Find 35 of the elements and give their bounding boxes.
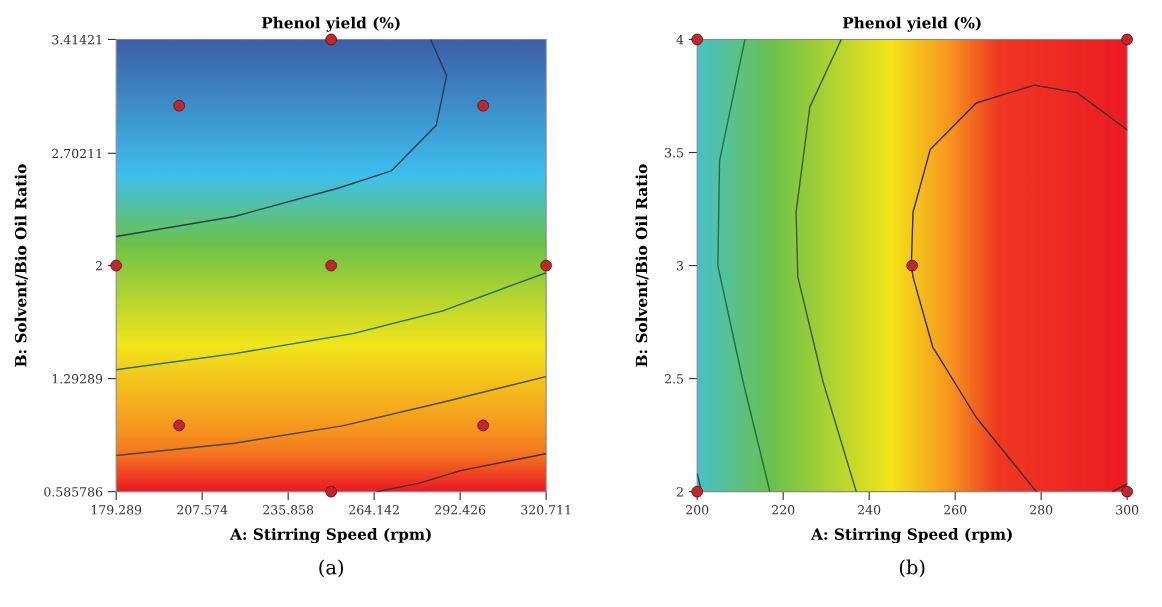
y-tick-label: 0.585786: [44, 487, 103, 497]
line-series: [795, 39, 857, 492]
line-series: [116, 39, 448, 238]
y-tick-label: 2: [676, 487, 683, 497]
x-tick-label: 280: [1030, 505, 1053, 515]
y-tick-label: 3.5: [665, 147, 684, 158]
x-axis-title: A: Stirring Speed (rpm): [810, 528, 1012, 544]
y-tick-label: 3: [677, 261, 684, 271]
x-tick-label: 220: [772, 505, 795, 515]
x-axis-title: A: Stirring Speed (rpm): [229, 528, 431, 544]
text: (a): [319, 559, 344, 578]
x-tick-label: 200: [686, 505, 709, 515]
x-tick-label: 300: [1116, 505, 1139, 515]
x-tick-label: 320.711: [521, 505, 571, 515]
x-tick-label: 207.574: [177, 505, 228, 515]
x-tick-label: 235.858: [263, 505, 314, 515]
y-tick-label: 2: [95, 261, 102, 271]
y-axis-title: B: Solvent/Bio Oil Ratio: [635, 164, 649, 367]
x-tick-label: 240: [858, 505, 881, 515]
y-tick-label: 2.70211: [52, 148, 102, 159]
x-tick-label: 264.142: [349, 505, 399, 515]
chart-title: Phenol yield (%): [842, 16, 981, 32]
text: (b): [899, 559, 925, 578]
chart-title: Phenol yield (%): [261, 16, 400, 32]
x-tick-label: 179.289: [91, 505, 142, 515]
y-tick-label: 2.5: [664, 374, 684, 384]
line-series: [717, 39, 771, 492]
x-tick-label: 260: [944, 505, 967, 515]
x-tick-label: 292.426: [435, 505, 486, 515]
y-tick-label: 3.41421: [52, 34, 102, 45]
line-series: [116, 375, 547, 457]
line-series: [376, 452, 547, 492]
y-tick-label: 4: [676, 34, 684, 45]
y-axis-title: B: Solvent/Bio Oil Ratio: [14, 164, 28, 367]
y-tick-label: 1.29289: [52, 374, 103, 384]
